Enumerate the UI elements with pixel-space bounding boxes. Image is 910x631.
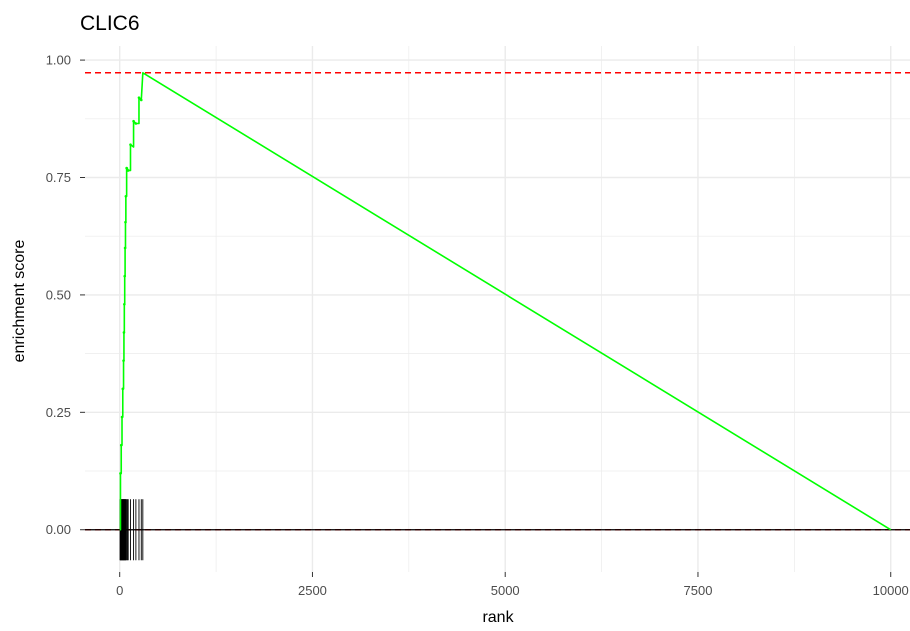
curve-point [123,246,127,250]
curve-point [124,194,128,198]
curve-point [134,122,138,125]
x-tick-label: 5000 [491,583,520,598]
y-tick-label: 0.50 [46,287,71,302]
curve-point [129,143,132,146]
curve-point [125,166,128,170]
y-tick-label: 0.00 [46,522,71,537]
curve-point [123,303,126,306]
curve-point [119,443,123,447]
curve-point [132,119,135,123]
y-tick-label: 1.00 [46,53,71,68]
curve-point [120,415,124,419]
chart-title: CLIC6 [80,12,140,35]
y-axis-title: enrichment score [11,240,28,363]
x-tick-label: 7500 [684,583,713,598]
axis-ticks: 0 2500 5000 7500 10000 0.00 0.25 0.50 0.75 1.00 [46,53,909,598]
curve-group [119,71,892,531]
curve-point [137,96,141,99]
curve-point [139,98,143,102]
y-tick-label: 0.25 [46,405,71,420]
curve-point [123,274,127,278]
y-tick-label: 0.75 [46,170,71,185]
curve-point [119,472,122,475]
x-tick-label: 0 [116,583,123,598]
curve-point [124,220,127,224]
curve-point [126,169,130,172]
x-axis-title: rank [482,609,514,626]
curve-point [122,359,125,362]
grid-lines [85,46,910,572]
curve-point [122,331,126,334]
reference-lines [85,72,910,531]
curve-point [121,387,125,391]
x-tick-label: 10000 [873,583,909,598]
x-tick-label: 2500 [298,583,327,598]
